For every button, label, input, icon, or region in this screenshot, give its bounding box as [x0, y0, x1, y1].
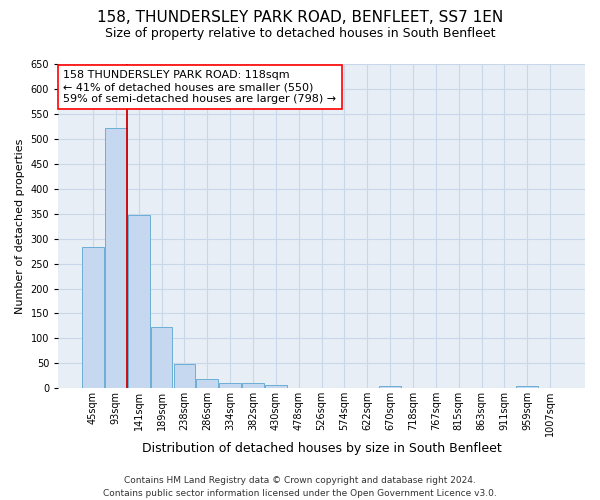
- Bar: [265, 385, 287, 388]
- Text: Contains HM Land Registry data © Crown copyright and database right 2024.
Contai: Contains HM Land Registry data © Crown c…: [103, 476, 497, 498]
- Bar: [128, 215, 149, 388]
- Bar: [379, 386, 401, 388]
- Bar: [105, 128, 127, 388]
- Bar: [242, 384, 264, 388]
- Bar: [151, 327, 172, 388]
- Y-axis label: Number of detached properties: Number of detached properties: [15, 138, 25, 314]
- Bar: [220, 383, 241, 388]
- Bar: [173, 364, 196, 388]
- Text: Size of property relative to detached houses in South Benfleet: Size of property relative to detached ho…: [105, 28, 495, 40]
- X-axis label: Distribution of detached houses by size in South Benfleet: Distribution of detached houses by size …: [142, 442, 502, 455]
- Text: 158 THUNDERSLEY PARK ROAD: 118sqm
← 41% of detached houses are smaller (550)
59%: 158 THUNDERSLEY PARK ROAD: 118sqm ← 41% …: [64, 70, 337, 104]
- Bar: [82, 247, 104, 388]
- Text: 158, THUNDERSLEY PARK ROAD, BENFLEET, SS7 1EN: 158, THUNDERSLEY PARK ROAD, BENFLEET, SS…: [97, 10, 503, 25]
- Bar: [196, 380, 218, 388]
- Bar: [517, 386, 538, 388]
